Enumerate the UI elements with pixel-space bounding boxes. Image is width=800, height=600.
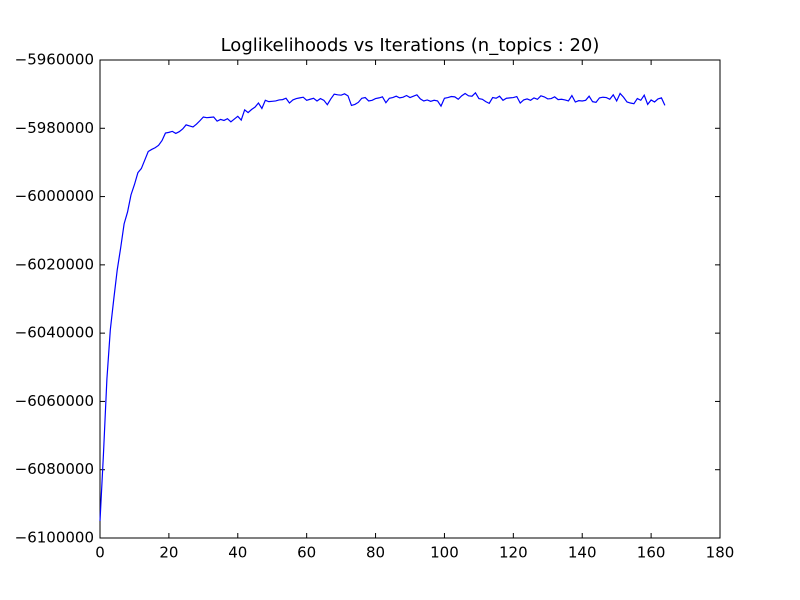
x-tick-label: 140 xyxy=(568,544,597,562)
y-tick-label: −5980000 xyxy=(15,119,94,137)
x-tick-label: 80 xyxy=(366,544,385,562)
y-tick-label: −6000000 xyxy=(15,187,94,205)
x-tick-label: 100 xyxy=(430,544,459,562)
data-line xyxy=(99,91,666,521)
x-tick-label: 160 xyxy=(637,544,666,562)
x-tick-label: 20 xyxy=(159,544,178,562)
x-tick-label: 120 xyxy=(499,544,528,562)
y-tick-label: −6040000 xyxy=(15,324,94,342)
plot-frame xyxy=(99,59,721,539)
chart-title: Loglikelihoods vs Iterations (n_topics :… xyxy=(221,35,600,56)
x-tick-label: 180 xyxy=(706,544,735,562)
x-tick-label: 60 xyxy=(297,544,316,562)
x-tick-label: 40 xyxy=(228,544,247,562)
y-tick-label: −6100000 xyxy=(15,529,94,547)
y-tick-label: −6060000 xyxy=(15,392,94,410)
y-tick-label: −6020000 xyxy=(15,255,94,273)
x-tick-label: 0 xyxy=(95,544,105,562)
y-tick-label: −6080000 xyxy=(15,460,94,478)
y-tick-label: −5960000 xyxy=(15,51,94,69)
